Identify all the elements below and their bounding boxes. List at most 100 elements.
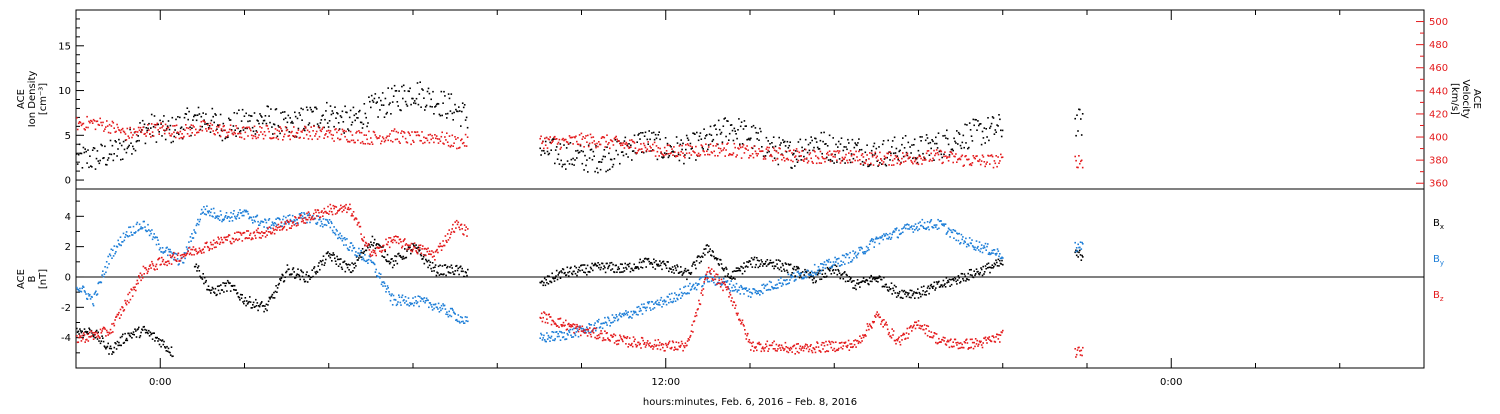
- top-series-0-point: [932, 141, 934, 143]
- top-series-1-point: [742, 146, 744, 148]
- bottom-series-bx-point: [711, 255, 713, 257]
- top-series-0-point: [845, 146, 847, 148]
- top-series-0-point: [335, 117, 337, 119]
- bottom-series-bx-point: [421, 255, 423, 257]
- bottom-series-bz-point: [252, 238, 254, 240]
- bottom-series-bz-point: [150, 267, 152, 269]
- bottom-series-bz-point: [439, 243, 441, 245]
- bottom-series-by-point: [943, 223, 945, 225]
- top-series-1-point: [76, 117, 78, 119]
- bottom-series-bx-point: [117, 345, 119, 347]
- bottom-series-by-point: [558, 336, 560, 338]
- bottom-series-by-point: [611, 322, 613, 324]
- bottom-series-bz-point: [272, 232, 274, 234]
- top-series-0-point: [453, 112, 455, 114]
- top-series-0-point: [88, 167, 90, 169]
- top-series-0-point: [582, 151, 584, 153]
- bottom-series-bx-point: [615, 265, 617, 267]
- bottom-series-bx-point: [257, 302, 259, 304]
- top-series-0-point: [274, 124, 276, 126]
- bottom-series-by-point: [923, 227, 925, 229]
- bottom-series-bz-point: [107, 332, 109, 334]
- bottom-series-by-point: [442, 308, 444, 310]
- top-series-1-point: [850, 150, 852, 152]
- top-series-0-point: [83, 147, 85, 149]
- bottom-series-bx-point: [910, 297, 912, 299]
- top-series-1-point: [157, 123, 159, 125]
- bottom-series-bx-point: [101, 340, 103, 342]
- bottom-series-bz-point: [692, 331, 694, 333]
- bottom-series-bx-point: [293, 267, 295, 269]
- top-series-1-point: [441, 132, 443, 134]
- bottom-series-by-point: [645, 307, 647, 309]
- top-series-0-point: [564, 164, 566, 166]
- top-series-1-point: [222, 130, 224, 132]
- bottom-series-bz-point: [378, 247, 380, 249]
- bottom-series-bx-point: [257, 310, 259, 312]
- top-series-1-point: [392, 141, 394, 143]
- bottom-series-bz-point: [429, 251, 431, 253]
- bottom-series-bx-point: [222, 282, 224, 284]
- top-series-0-point: [577, 150, 579, 152]
- top-series-1-point: [261, 127, 263, 129]
- bottom-series-bz-point: [214, 247, 216, 249]
- bottom-series-bx-point: [779, 269, 781, 271]
- bottom-series-by-point: [810, 274, 812, 276]
- bottom-series-bz-point: [234, 232, 236, 234]
- bottom-series-bx-point: [358, 257, 360, 259]
- bottom-series-by-point: [301, 212, 303, 214]
- top-series-1-point: [1082, 167, 1084, 169]
- bottom-series-bz-point: [451, 231, 453, 233]
- top-series-1-point: [865, 163, 867, 165]
- top-series-0-point: [464, 104, 466, 106]
- top-series-1-point: [187, 133, 189, 135]
- bottom-series-by-point: [782, 284, 784, 286]
- bottom-series-bz-point: [450, 233, 452, 235]
- bottom-series-bx-point: [146, 330, 148, 332]
- bottom-series-bz-point: [259, 237, 261, 239]
- top-series-0-point: [342, 111, 344, 113]
- bottom-series-bx-point: [727, 275, 729, 277]
- top-series-0-point: [995, 129, 997, 131]
- bottom-series-bx-point: [981, 269, 983, 271]
- top-series-1-point: [423, 137, 425, 139]
- bottom-series-bx-point: [135, 330, 137, 332]
- bottom-series-bz-point: [300, 214, 302, 216]
- bottom-series-bx-point: [157, 340, 159, 342]
- bottom-series-bx-point: [245, 305, 247, 307]
- top-series-1-point: [150, 136, 152, 138]
- top-series-0-point: [999, 119, 1001, 121]
- bottom-series-by-point: [795, 279, 797, 281]
- bottom-series-by-point: [994, 249, 996, 251]
- top-series-0-point: [350, 110, 352, 112]
- bottom-series-by-point: [935, 226, 937, 228]
- bottom-series-bx-point: [694, 261, 696, 263]
- bottom-series-bx-point: [845, 281, 847, 283]
- top-series-1-point: [862, 153, 864, 155]
- bottom-series-bx-point: [804, 269, 806, 271]
- bottom-series-by-point: [796, 276, 798, 278]
- top-series-0-point: [933, 159, 935, 161]
- top-series-0-point: [377, 116, 379, 118]
- bottom-series-bz-point: [135, 290, 137, 292]
- top-series-0-point: [424, 109, 426, 111]
- top-series-1-point: [949, 156, 951, 158]
- bottom-series-by-point: [229, 220, 231, 222]
- top-series-1-point: [579, 134, 581, 136]
- top-series-1-point: [119, 130, 121, 132]
- top-series-1-point: [859, 159, 861, 161]
- bottom-series-bx-point: [967, 273, 969, 275]
- top-series-1-point: [420, 140, 422, 142]
- top-series-0-point: [139, 122, 141, 124]
- top-series-0-point: [733, 140, 735, 142]
- bottom-series-by-point: [737, 291, 739, 293]
- bottom-series-bz-point: [168, 260, 170, 262]
- bottom-series-by-point: [363, 260, 365, 262]
- bottom-series-bx-point: [725, 267, 727, 269]
- top-series-1-point: [653, 150, 655, 152]
- top-series-1-point: [120, 132, 122, 134]
- top-series-1-point: [407, 142, 409, 144]
- top-series-1-point: [330, 130, 332, 132]
- top-series-1-point: [713, 145, 715, 147]
- top-series-1-point: [639, 149, 641, 151]
